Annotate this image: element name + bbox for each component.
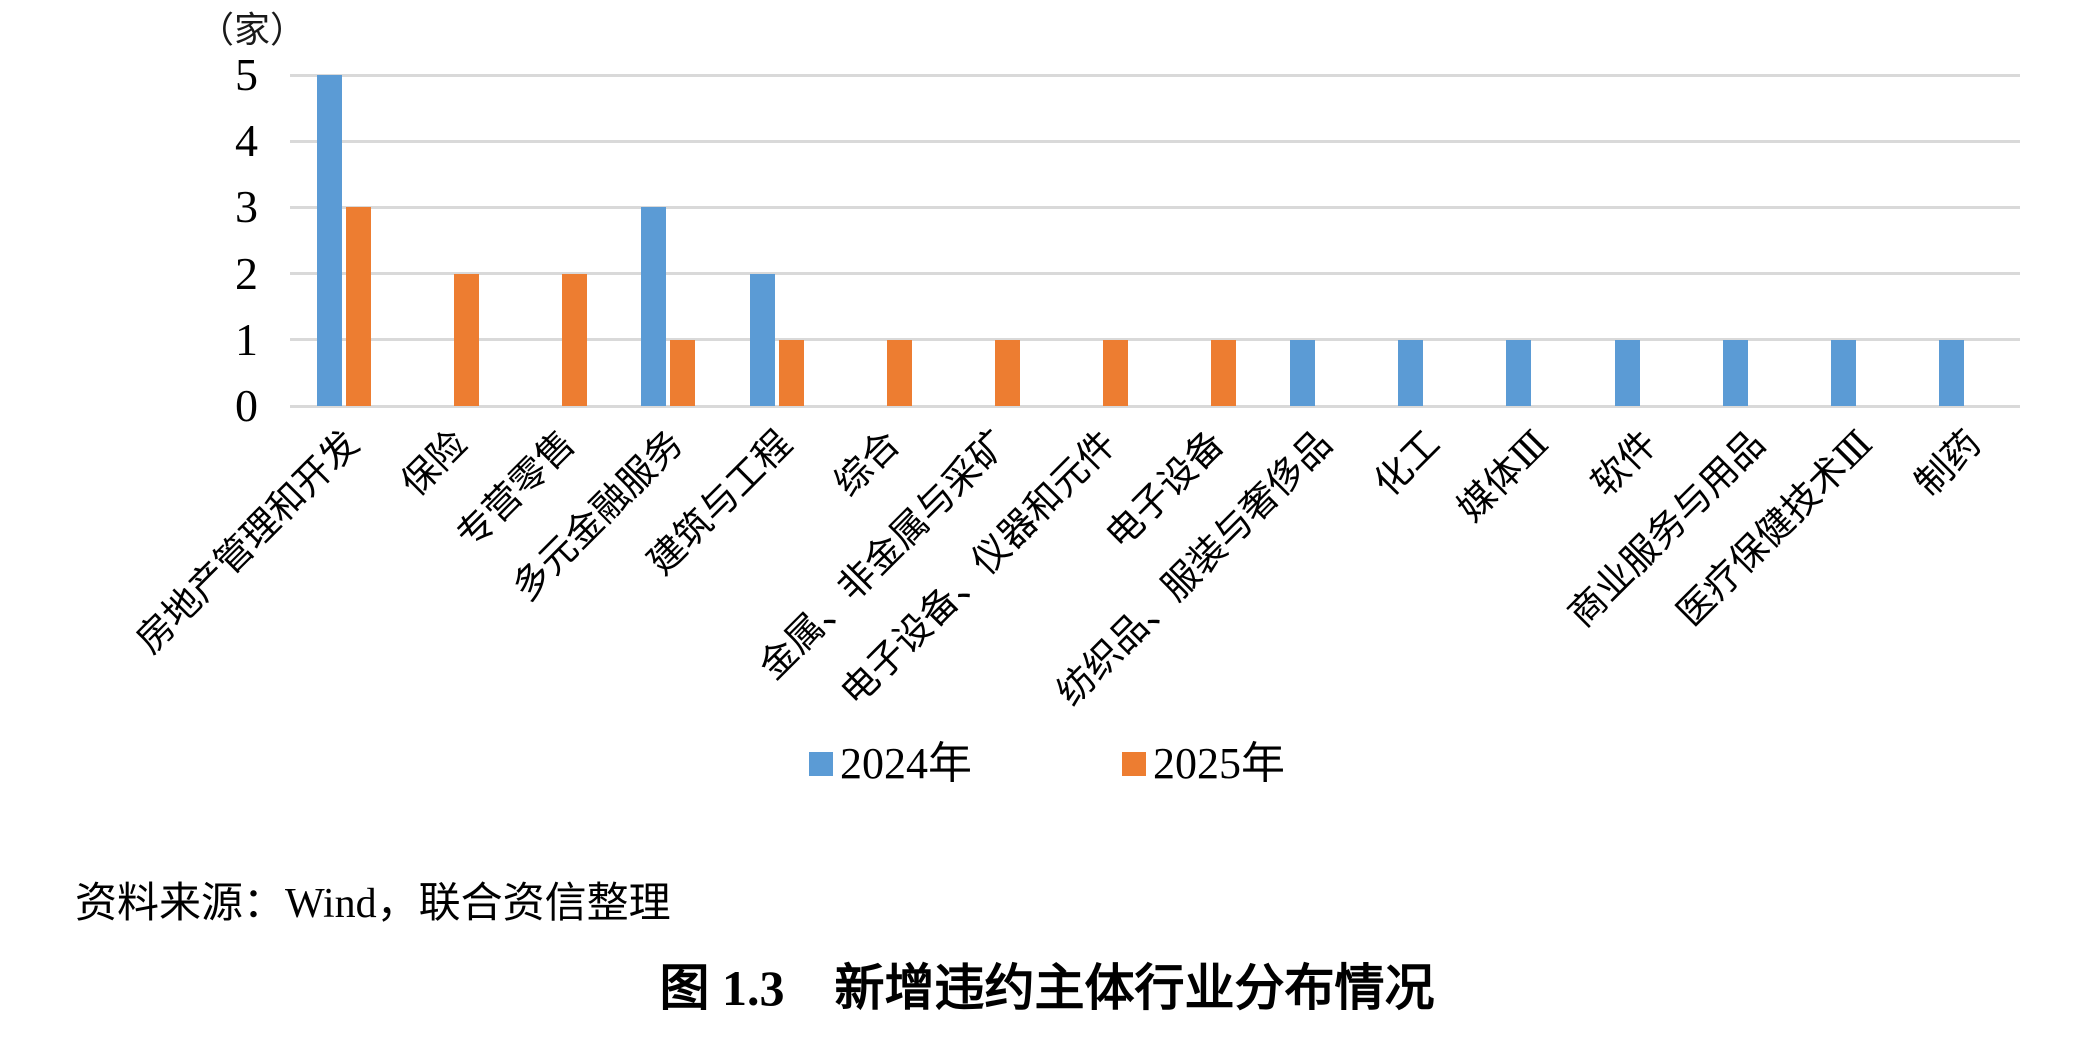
y-tick-label-5: 5: [235, 49, 258, 100]
bar-2025-3: [562, 273, 588, 406]
bar-2024-14: [1722, 339, 1748, 406]
bar-2025-8: [1102, 339, 1128, 406]
legend-swatch: [1122, 752, 1146, 776]
y-tick-label-3: 3: [235, 181, 258, 233]
bar-2025-9: [1211, 339, 1237, 406]
bar-2025-2: [454, 273, 480, 406]
y-axis: 0 1 2 3 4 5: [0, 52, 258, 429]
bar-2024-10: [1290, 339, 1316, 406]
bar-2025-4: [670, 339, 696, 406]
y-tick-label-0: 0: [235, 380, 258, 431]
gridline-y-5: [290, 73, 2020, 77]
gridline-y-0: [290, 404, 2020, 408]
bar-2025-7: [994, 339, 1020, 406]
data-source-note: 资料来源：Wind，联合资信整理: [75, 881, 671, 927]
chart-legend: 2024年 2025年: [0, 739, 2094, 789]
bar-2024-11: [1398, 339, 1424, 406]
x-axis-label: 综合: [826, 423, 908, 505]
x-axis-label: 医疗保健技术Ⅲ: [1669, 423, 1882, 635]
bar-2024-5: [749, 273, 775, 406]
y-tick-label-1: 1: [235, 313, 258, 365]
x-axis-label: 制药: [1907, 423, 1990, 505]
legend-entry-2025: 2025年: [1122, 739, 1285, 789]
gridline-y-2: [290, 272, 2020, 276]
x-axis-label: 房地产管理和开发: [129, 423, 368, 662]
bar-2025-5: [778, 339, 804, 406]
bar-2024-16: [1938, 339, 1964, 406]
x-axis-label: 保险: [394, 423, 476, 505]
legend-label: 2024年: [840, 739, 972, 788]
legend-swatch: [809, 752, 833, 776]
bar-2024-13: [1614, 339, 1640, 406]
bar-2024-15: [1830, 339, 1856, 406]
legend-label: 2025年: [1153, 739, 1285, 788]
figure-caption: 图 1.3 新增违约主体行业分布情况: [659, 960, 1435, 1016]
bar-2024-12: [1506, 339, 1532, 406]
x-axis-label: 软件: [1583, 423, 1665, 505]
gridline-y-3: [290, 205, 2020, 209]
legend-entry-2024: 2024年: [809, 739, 972, 789]
y-tick-label-4: 4: [235, 115, 258, 167]
x-axis-label: 化工: [1367, 423, 1449, 505]
x-axis-label: 商业服务与用品: [1560, 423, 1773, 636]
y-axis-unit-label: （家）: [198, 10, 307, 50]
gridline-y-4: [290, 139, 2020, 143]
bar-2025-6: [886, 339, 912, 406]
gridline-y-1: [290, 338, 2020, 342]
bar-2024-1: [317, 75, 343, 406]
bar-2025-1: [346, 207, 372, 406]
y-tick-label-2: 2: [235, 247, 258, 299]
plot-area: 房地产管理和开发 保险 专营零售 多元金融服务 建筑与工程 综合 金属、非金属与采矿 电子设备…: [129, 73, 2020, 714]
bar-2024-4: [641, 207, 667, 406]
x-axis-label: 媒体Ⅲ: [1450, 423, 1557, 530]
